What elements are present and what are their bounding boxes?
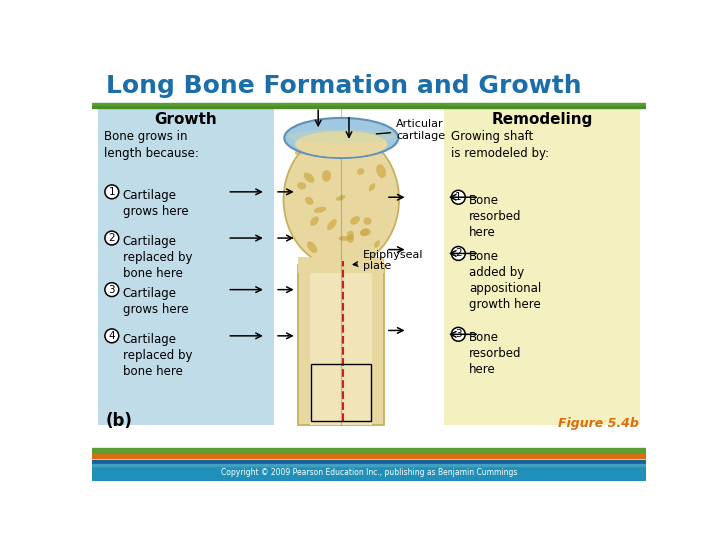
Ellipse shape [307,242,317,253]
Circle shape [451,327,465,341]
Ellipse shape [284,132,399,267]
Text: Growth: Growth [154,112,217,127]
Text: 2: 2 [109,233,115,243]
Ellipse shape [369,184,375,191]
Bar [311,363,372,421]
Circle shape [105,185,119,199]
Text: Bone
resorbed
here: Bone resorbed here [469,331,521,376]
Text: 2: 2 [455,248,462,259]
Ellipse shape [284,118,398,158]
Text: Cartilage
grows here: Cartilage grows here [122,189,188,218]
Text: 1: 1 [109,187,115,197]
Circle shape [451,190,465,204]
Ellipse shape [364,218,371,225]
Ellipse shape [314,207,326,213]
Circle shape [105,283,119,296]
Text: 3: 3 [109,285,115,295]
Text: Figure 5.4b: Figure 5.4b [557,417,639,430]
Text: (b): (b) [106,412,132,430]
Bar [98,106,274,425]
Circle shape [451,247,465,260]
Ellipse shape [348,234,354,243]
Text: Remodeling: Remodeling [492,112,593,127]
Text: Copyright © 2009 Pearson Education Inc., publishing as Benjamin Cummings: Copyright © 2009 Pearson Education Inc.,… [221,468,517,477]
Text: Growing shaft
is remodeled by:: Growing shaft is remodeled by: [451,130,549,160]
Text: Long Bone Formation and Growth: Long Bone Formation and Growth [106,74,581,98]
Bar [310,265,372,425]
Text: 1: 1 [455,192,462,202]
Ellipse shape [304,173,314,183]
Bar [92,106,647,108]
Bar [92,460,647,463]
Ellipse shape [336,195,346,200]
Ellipse shape [351,217,360,224]
Ellipse shape [287,130,395,143]
Ellipse shape [295,146,306,154]
Text: Bone
resorbed
here: Bone resorbed here [469,194,521,239]
Bar [444,106,640,425]
Ellipse shape [377,165,386,178]
Ellipse shape [322,171,330,181]
Ellipse shape [361,228,371,236]
Ellipse shape [347,231,354,240]
Ellipse shape [361,229,368,236]
Ellipse shape [357,168,364,174]
Bar [92,103,647,106]
Bar [92,464,647,466]
Ellipse shape [310,217,318,226]
Ellipse shape [374,241,379,247]
Ellipse shape [338,237,351,241]
Bar [92,448,647,453]
Text: Epiphyseal
plate: Epiphyseal plate [354,249,423,271]
Text: Cartilage
grows here: Cartilage grows here [122,287,188,315]
Ellipse shape [305,197,313,205]
Bar [92,466,647,481]
Ellipse shape [297,183,306,189]
Text: Bone grows in
length because:: Bone grows in length because: [104,130,199,160]
Text: Bone
added by
appositional
growth here: Bone added by appositional growth here [469,251,541,312]
Text: 4: 4 [109,331,115,341]
Circle shape [105,329,119,343]
Circle shape [105,231,119,245]
Text: Cartilage
replaced by
bone here: Cartilage replaced by bone here [122,235,192,280]
Ellipse shape [328,219,336,230]
Bar [298,265,384,425]
Bar [298,257,384,273]
Text: Cartilage
replaced by
bone here: Cartilage replaced by bone here [122,333,192,378]
Text: 3: 3 [455,329,462,339]
Ellipse shape [295,131,387,157]
Bar [92,455,647,458]
Ellipse shape [325,148,336,157]
Text: Articular
cartilage: Articular cartilage [377,119,445,141]
